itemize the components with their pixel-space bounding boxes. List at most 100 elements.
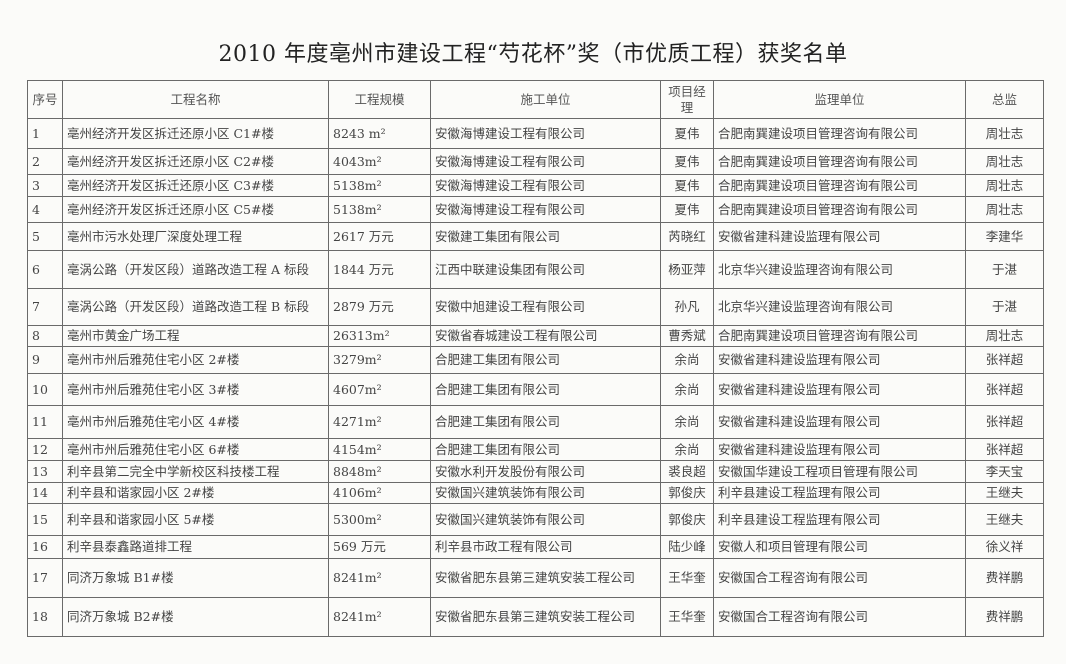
cell-chief-supervisor: 王继夫 — [965, 482, 1044, 504]
table-row: 8 亳州市黄金广场工程 26313m² 安徽省春城建设工程有限公司 曹秀斌 合肥南巽建设项… — [27, 325, 1044, 347]
cell-project-manager: 王华奎 — [660, 558, 714, 598]
cell-project-name: 亳州经济开发区拆迁还原小区 C2#楼 — [62, 148, 329, 175]
cell-scale: 5300m² — [328, 503, 431, 536]
cell-supervisor-company: 北京华兴建设监理咨询有限公司 — [713, 288, 966, 326]
cell-project-manager: 杨亚萍 — [660, 250, 714, 289]
cell-contractor: 合肥建工集团有限公司 — [430, 346, 661, 374]
cell-contractor: 安徽省肥东县第三建筑安装工程公司 — [430, 597, 661, 637]
cell-seq: 17 — [27, 558, 63, 598]
header-scale: 工程规模 — [328, 80, 431, 119]
cell-chief-supervisor: 李天宝 — [965, 460, 1044, 483]
table-row: 4 亳州经济开发区拆迁还原小区 C5#楼 5138m² 安徽海博建设工程有限公司 夏伟合… — [27, 196, 1044, 223]
cell-seq: 4 — [27, 196, 63, 223]
cell-scale: 4154m² — [328, 438, 431, 461]
cell-project-name: 利辛县和谐家园小区 2#楼 — [62, 482, 329, 504]
cell-chief-supervisor: 费祥鹏 — [965, 558, 1044, 598]
cell-scale: 3279m² — [328, 346, 431, 374]
cell-project-manager: 曹秀斌 — [660, 325, 714, 347]
cell-project-manager: 余尚 — [660, 438, 714, 461]
table-row: 14 利辛县和谐家园小区 2#楼 4106m² 安徽国兴建筑装饰有限公司 郭俊庆 利辛县建… — [27, 482, 1044, 504]
cell-scale: 2879 万元 — [328, 288, 431, 326]
cell-seq: 16 — [27, 535, 63, 559]
cell-project-name: 同济万象城 B2#楼 — [62, 597, 329, 637]
table-row: 13 利辛县第二完全中学新校区科技楼工程 8848m² 安徽水利开发股份有限公司 裘良超… — [27, 460, 1044, 483]
cell-supervisor-company: 合肥南巽建设项目管理咨询有限公司 — [713, 196, 966, 223]
table-row: 12 亳州市州后雅苑住宅小区 6#楼 4154m² 合肥建工集团有限公司 余尚 安徽省建科… — [27, 438, 1044, 461]
cell-supervisor-company: 安徽国合工程咨询有限公司 — [713, 597, 966, 637]
cell-scale: 4271m² — [328, 405, 431, 439]
cell-project-manager: 陆少峰 — [660, 535, 714, 559]
cell-seq: 2 — [27, 148, 63, 175]
cell-chief-supervisor: 周壮志 — [965, 174, 1044, 197]
cell-scale: 4106m² — [328, 482, 431, 504]
cell-contractor: 合肥建工集团有限公司 — [430, 405, 661, 439]
cell-chief-supervisor: 张祥超 — [965, 346, 1044, 374]
cell-scale: 5138m² — [328, 196, 431, 223]
cell-project-manager: 裘良超 — [660, 460, 714, 483]
cell-contractor: 安徽省春城建设工程有限公司 — [430, 325, 661, 347]
header-project-manager: 项目经理 — [660, 80, 714, 119]
cell-contractor: 安徽中旭建设工程有限公司 — [430, 288, 661, 326]
cell-supervisor-company: 安徽省建科建设监理有限公司 — [713, 373, 966, 406]
cell-chief-supervisor: 周壮志 — [965, 118, 1044, 149]
cell-contractor: 合肥建工集团有限公司 — [430, 373, 661, 406]
cell-supervisor-company: 合肥南巽建设项目管理咨询有限公司 — [713, 174, 966, 197]
cell-project-manager: 孙凡 — [660, 288, 714, 326]
table-row: 16 利辛县泰鑫路道排工程 569 万元 利辛县市政工程有限公司 陆少峰 安徽人和项目管理… — [27, 535, 1044, 559]
cell-seq: 9 — [27, 346, 63, 374]
cell-seq: 5 — [27, 222, 63, 251]
cell-project-name: 同济万象城 B1#楼 — [62, 558, 329, 598]
cell-seq: 13 — [27, 460, 63, 483]
cell-seq: 11 — [27, 405, 63, 439]
cell-contractor: 安徽水利开发股份有限公司 — [430, 460, 661, 483]
cell-scale: 26313m² — [328, 325, 431, 347]
header-supervisor-company: 监理单位 — [713, 80, 966, 119]
cell-seq: 12 — [27, 438, 63, 461]
cell-contractor: 江西中联建设集团有限公司 — [430, 250, 661, 289]
cell-seq: 3 — [27, 174, 63, 197]
cell-project-name: 亳涡公路（开发区段）道路改造工程 A 标段 — [62, 250, 329, 289]
table-header-row: 序号 工程名称 工程规模 施工单位 项目经理 监理单位 总监 — [27, 80, 1044, 119]
table-row: 5 亳州市污水处理厂深度处理工程 2617 万元 安徽建工集团有限公司 芮晓红 安徽省建科… — [27, 222, 1044, 251]
cell-scale: 8848m² — [328, 460, 431, 483]
cell-contractor: 安徽国兴建筑装饰有限公司 — [430, 503, 661, 536]
table-row: 9 亳州市州后雅苑住宅小区 2#楼 3279m² 合肥建工集团有限公司 余尚 安徽省建科建… — [27, 346, 1044, 374]
cell-project-name: 利辛县泰鑫路道排工程 — [62, 535, 329, 559]
cell-chief-supervisor: 张祥超 — [965, 405, 1044, 439]
cell-scale: 4607m² — [328, 373, 431, 406]
cell-scale: 569 万元 — [328, 535, 431, 559]
cell-project-name: 亳州市州后雅苑住宅小区 6#楼 — [62, 438, 329, 461]
document-title: 2010 年度亳州市建设工程“芍花杯”奖（市优质工程）获奖名单 — [218, 42, 848, 67]
cell-supervisor-company: 合肥南巽建设项目管理咨询有限公司 — [713, 325, 966, 347]
cell-supervisor-company: 安徽省建科建设监理有限公司 — [713, 346, 966, 374]
table-row: 10 亳州市州后雅苑住宅小区 3#楼 4607m² 合肥建工集团有限公司 余尚 安徽省建科… — [27, 373, 1044, 406]
cell-supervisor-company: 安徽省建科建设监理有限公司 — [713, 438, 966, 461]
cell-supervisor-company: 合肥南巽建设项目管理咨询有限公司 — [713, 118, 966, 149]
cell-project-name: 亳州经济开发区拆迁还原小区 C5#楼 — [62, 196, 329, 223]
cell-supervisor-company: 安徽省建科建设监理有限公司 — [713, 222, 966, 251]
cell-seq: 1 — [27, 118, 63, 149]
cell-project-manager: 余尚 — [660, 346, 714, 374]
cell-project-manager: 郭俊庆 — [660, 503, 714, 536]
table-row: 17 同济万象城 B1#楼 8241m² 安徽省肥东县第三建筑安装工程公司 王华奎 安徽国… — [27, 558, 1044, 598]
cell-project-manager: 余尚 — [660, 405, 714, 439]
cell-scale: 8243 m² — [328, 118, 431, 149]
cell-chief-supervisor: 周壮志 — [965, 196, 1044, 223]
table-row: 1 亳州经济开发区拆迁还原小区 C1#楼 8243 m² 安徽海博建设工程有限公司 夏伟… — [27, 118, 1044, 149]
cell-seq: 15 — [27, 503, 63, 536]
table-row: 11 亳州市州后雅苑住宅小区 4#楼 4271m² 合肥建工集团有限公司 余尚 安徽省建科… — [27, 405, 1044, 439]
cell-contractor: 利辛县市政工程有限公司 — [430, 535, 661, 559]
header-chief-supervisor: 总监 — [965, 80, 1044, 119]
table-row: 15 利辛县和谐家园小区 5#楼 5300m² 安徽国兴建筑装饰有限公司 郭俊庆 利辛县建… — [27, 503, 1044, 536]
cell-supervisor-company: 利辛县建设工程监理有限公司 — [713, 503, 966, 536]
cell-project-manager: 余尚 — [660, 373, 714, 406]
cell-project-name: 亳州经济开发区拆迁还原小区 C3#楼 — [62, 174, 329, 197]
cell-scale: 8241m² — [328, 558, 431, 598]
table-row: 3 亳州经济开发区拆迁还原小区 C3#楼 5138m² 安徽海博建设工程有限公司 夏伟合… — [27, 174, 1044, 197]
cell-project-name: 亳州市污水处理厂深度处理工程 — [62, 222, 329, 251]
table-row: 18 同济万象城 B2#楼 8241m² 安徽省肥东县第三建筑安装工程公司 王华奎 安徽国… — [27, 597, 1044, 637]
cell-project-manager: 王华奎 — [660, 597, 714, 637]
cell-scale: 2617 万元 — [328, 222, 431, 251]
cell-project-manager: 夏伟 — [660, 118, 714, 149]
cell-contractor: 安徽海博建设工程有限公司 — [430, 118, 661, 149]
